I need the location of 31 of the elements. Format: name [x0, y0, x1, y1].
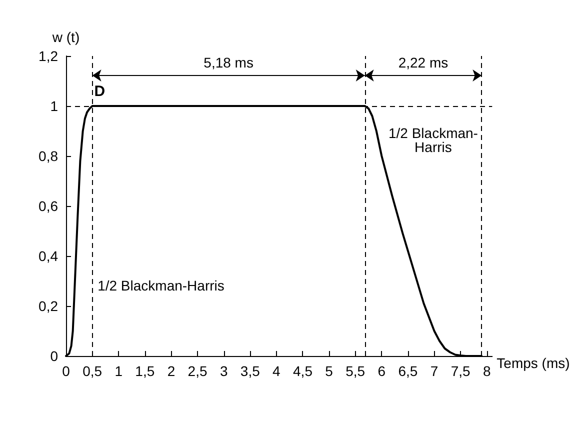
x-tick-label: 4,5: [293, 363, 313, 379]
y-tick-label: 1,2: [38, 48, 58, 64]
x-tick-label: 2: [167, 363, 176, 379]
x-axis-title: Temps (ms): [496, 355, 570, 371]
y-tick-label: 1: [50, 98, 58, 114]
x-tick-label: 4: [272, 363, 281, 379]
x-tick-label: 0,5: [82, 363, 102, 379]
x-tick-label: 0: [62, 363, 70, 379]
annotation: 2,22 ms: [398, 54, 448, 70]
x-tick-label: 1,5: [135, 363, 155, 379]
x-tick-label: 6,5: [398, 363, 418, 379]
annotation: 1/2 Blackman- Harris: [388, 125, 478, 155]
x-tick-label: 3,5: [240, 363, 260, 379]
x-tick-label: 5: [325, 363, 334, 379]
x-tick-label: 3: [220, 363, 228, 379]
x-tick-label: 6: [378, 363, 386, 379]
x-tick-label: 7: [430, 363, 438, 379]
y-tick-label: 0: [50, 348, 58, 364]
x-tick-label: 7,5: [450, 363, 471, 379]
annotation: D: [94, 83, 106, 100]
x-tick-label: 1: [114, 363, 123, 379]
y-tick-label: 0,2: [38, 298, 58, 314]
y-axis-title: w (t): [51, 29, 80, 45]
x-tick-label: 2,5: [188, 363, 208, 379]
y-tick-label: 0,4: [38, 248, 58, 264]
annotation: 5,18 ms: [204, 54, 254, 70]
x-tick-label: 8: [482, 363, 491, 379]
y-tick-label: 0,8: [38, 148, 58, 164]
annotation: 1/2 Blackman-Harris: [98, 278, 224, 294]
x-tick-label: 5,5: [346, 363, 366, 379]
y-tick-label: 0,6: [38, 198, 58, 214]
